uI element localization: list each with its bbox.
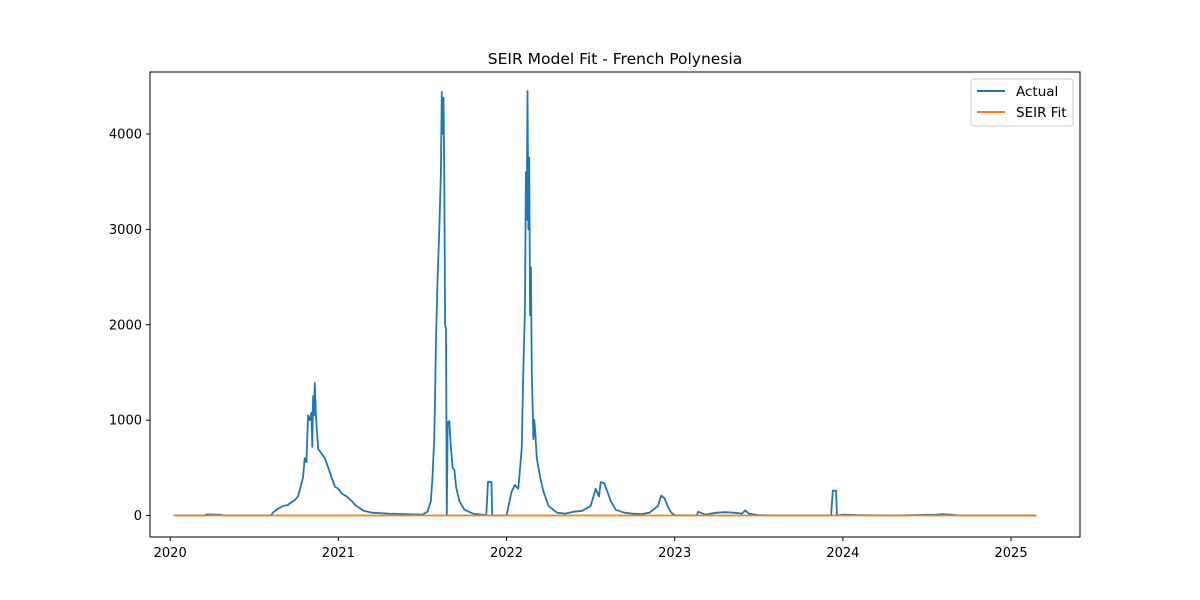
x-tick-label: 2021 <box>322 546 355 561</box>
series-line-actual <box>173 90 1037 517</box>
legend-label-actual: Actual <box>1016 84 1058 100</box>
y-tick-label: 4000 <box>109 128 142 143</box>
x-tick-label: 2020 <box>154 546 187 561</box>
axes-frame <box>149 71 1081 538</box>
y-tick-label: 0 <box>134 509 142 524</box>
x-tick-label: 2023 <box>658 546 691 561</box>
x-tick-label: 2025 <box>995 546 1028 561</box>
y-tick-label: 3000 <box>109 223 142 238</box>
y-tick-label: 1000 <box>109 414 142 429</box>
legend: Actual SEIR Fit <box>970 78 1074 127</box>
plot-area <box>149 71 1081 538</box>
series-layer <box>173 90 1037 517</box>
x-tick-label: 2022 <box>490 546 523 561</box>
chart-title: SEIR Model Fit - French Polynesia <box>488 50 742 68</box>
x-tick-label: 2024 <box>826 546 859 561</box>
legend-label-seir-fit: SEIR Fit <box>1016 105 1067 121</box>
x-axis: 2020 2021 2022 2023 2024 2025 <box>154 537 1028 561</box>
y-tick-label: 2000 <box>109 318 142 333</box>
y-axis: 0 1000 2000 3000 4000 <box>109 128 150 524</box>
